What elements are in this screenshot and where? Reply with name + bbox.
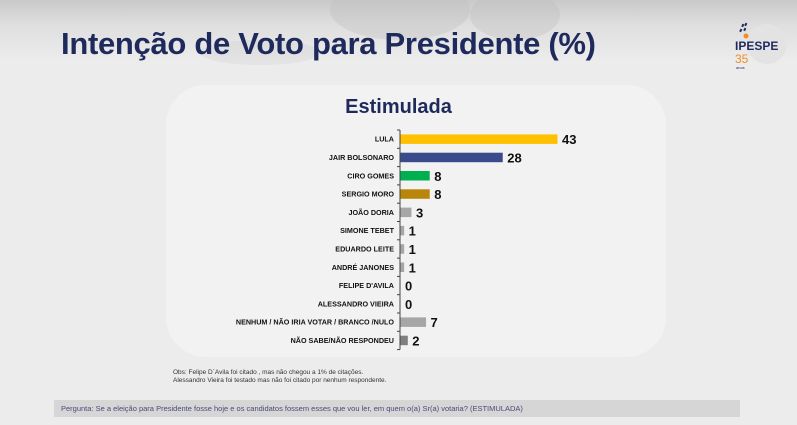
data-label: 28 — [507, 150, 521, 165]
logo-years: 35 — [735, 52, 749, 66]
data-label: 0 — [405, 297, 412, 312]
bar — [400, 244, 405, 254]
note-line: Obs: Felipe D´Avila foi citado , mas não… — [173, 369, 364, 376]
data-label: 3 — [416, 205, 423, 220]
chart-card — [166, 85, 666, 357]
question-text: Pergunta: Se a eleição para Presidente f… — [61, 404, 523, 413]
data-label: 0 — [405, 279, 412, 294]
ipespe-logo: IPESPE 35 anos — [735, 22, 787, 70]
bar — [400, 225, 405, 236]
category-label: EDUARDO LEITE — [335, 244, 394, 253]
logo-years-label: anos — [736, 65, 745, 70]
bar — [400, 317, 427, 327]
decorative-shape — [200, 40, 320, 65]
category-label: JAIR BOLSONARO — [329, 153, 395, 162]
data-label: 8 — [434, 169, 441, 184]
data-label: 1 — [409, 260, 416, 275]
category-label: ALESSANDRO VIEIRA — [318, 299, 394, 308]
data-label: 7 — [431, 315, 438, 330]
bar — [400, 262, 405, 272]
data-label: 8 — [434, 187, 441, 202]
header-band — [0, 0, 797, 60]
logo-globe — [747, 24, 787, 64]
category-label: NENHUM / NÃO IRIA VOTAR / BRANCO /NULO — [236, 318, 395, 327]
category-label: NÃO SABE/NÃO RESPONDEU — [291, 336, 394, 345]
bar — [400, 207, 412, 218]
logo-text: IPESPE — [735, 39, 778, 53]
question-bar: Pergunta: Se a eleição para Presidente f… — [54, 400, 740, 417]
bar — [400, 134, 558, 144]
category-label: ANDRÉ JANONES — [332, 263, 395, 272]
logo-orange-dot — [743, 33, 749, 39]
note-line: Alessandro Vieira foi testado mas não fo… — [173, 377, 387, 384]
category-label: SIMONE TEBET — [340, 226, 395, 235]
category-label: LULA — [375, 135, 394, 144]
category-label: FELIPE D'AVILA — [339, 281, 394, 290]
bar — [400, 152, 503, 163]
logo-dots — [739, 22, 748, 33]
category-label: CIRO GOMES — [347, 171, 394, 180]
bar — [400, 189, 430, 199]
notes: Obs: Felipe D´Avila foi citado , mas não… — [173, 369, 386, 385]
category-label: JOÃO DORIA — [348, 208, 394, 217]
data-label: 1 — [409, 224, 416, 239]
data-label: 43 — [562, 132, 576, 147]
page-title: Intenção de Voto para Presidente (%) — [61, 26, 596, 61]
bar — [400, 171, 430, 181]
chart-title: Estimulada — [345, 96, 452, 118]
bar — [400, 335, 408, 346]
data-label: 1 — [409, 242, 416, 257]
category-label: SERGIO MORO — [342, 190, 395, 199]
data-label: 2 — [412, 333, 419, 348]
decorative-shape — [470, 0, 560, 40]
